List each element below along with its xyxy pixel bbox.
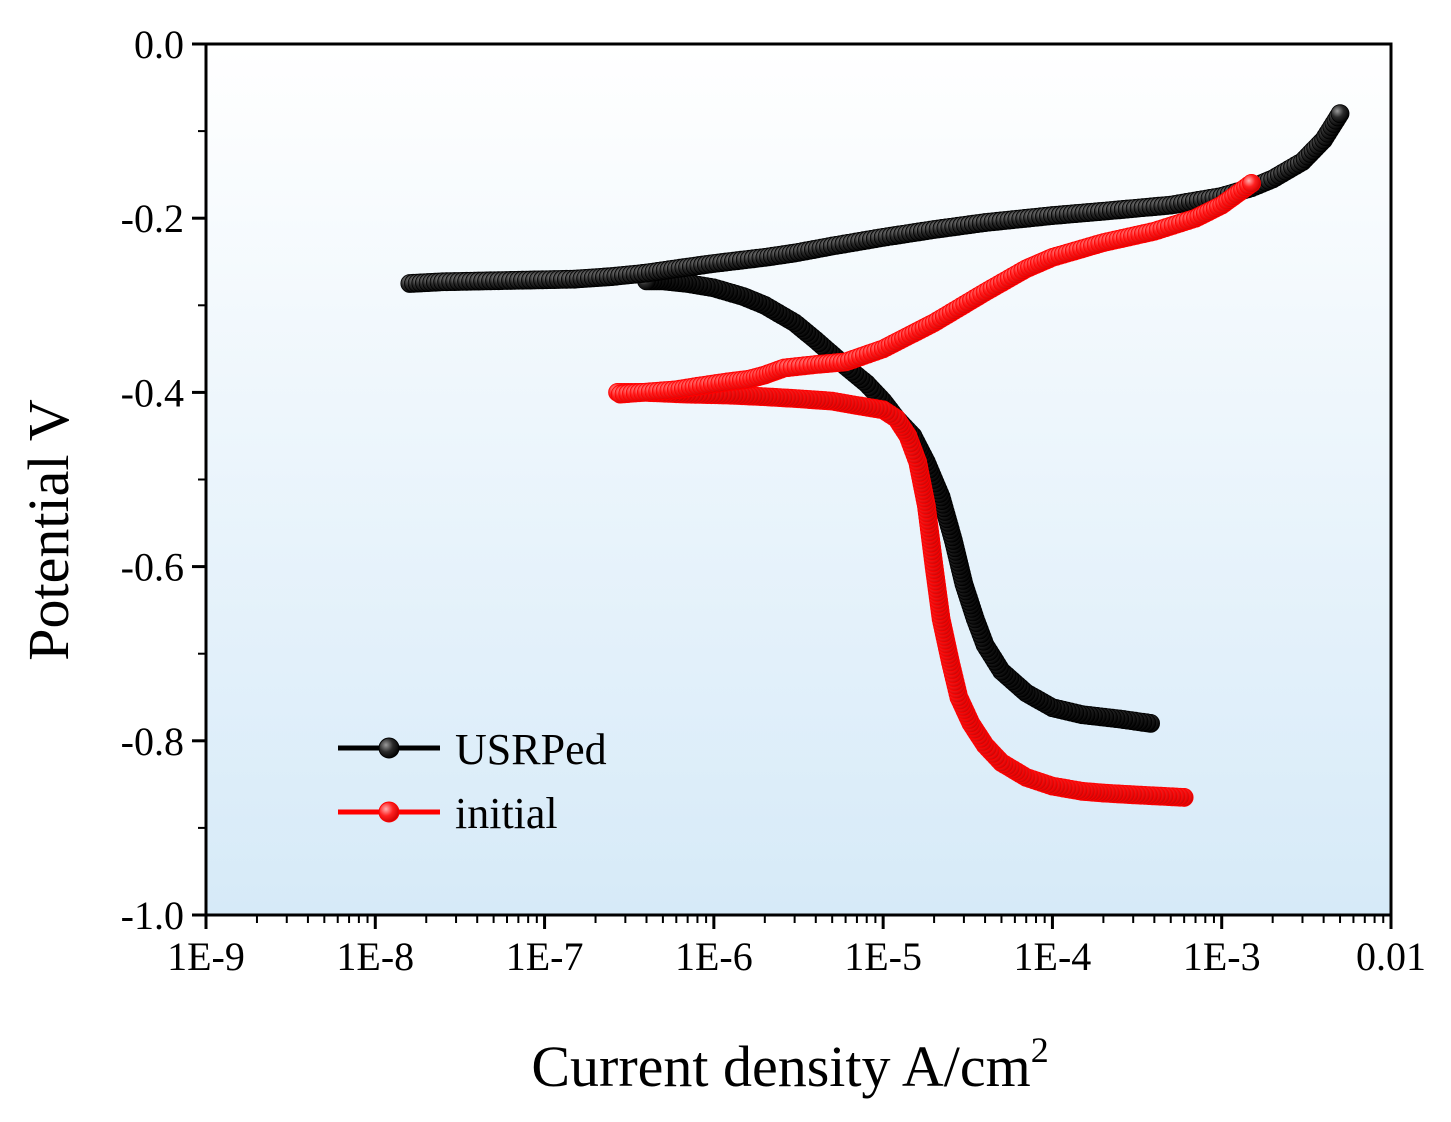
x-axis-tick-labels: 1E-9 1E-8 1E-7 1E-6 1E-5 1E-4 1E-3 0.01 bbox=[167, 934, 1426, 979]
x-tick-label: 1E-7 bbox=[506, 934, 584, 979]
x-axis-title-superscript: 2 bbox=[1031, 1030, 1049, 1070]
legend-marker-usrped bbox=[378, 737, 400, 759]
x-tick-label: 0.01 bbox=[1356, 934, 1426, 979]
y-tick-label: -0.6 bbox=[121, 545, 184, 590]
y-tick-label: 0.0 bbox=[134, 22, 184, 67]
x-axis-title: Current density A/cm2 bbox=[531, 1030, 1048, 1099]
y-tick-label: -0.2 bbox=[121, 196, 184, 241]
x-tick-label: 1E-5 bbox=[844, 934, 922, 979]
data-point-usrped-anodic bbox=[1330, 104, 1350, 124]
legend-label-usrped: USRPed bbox=[455, 725, 607, 774]
y-axis-title: Potential V bbox=[16, 399, 81, 661]
series-layer bbox=[400, 104, 1350, 807]
y-axis-tick-labels: 0.0 -0.2 -0.4 -0.6 -0.8 -1.0 bbox=[121, 22, 184, 938]
x-tick-label: 1E-4 bbox=[1014, 934, 1092, 979]
plot-background bbox=[206, 44, 1391, 915]
y-tick-label: -0.4 bbox=[121, 370, 184, 415]
legend: USRPed initial bbox=[338, 725, 607, 838]
y-axis-ticks bbox=[192, 42, 206, 917]
x-axis-ticks bbox=[204, 915, 1393, 929]
legend-label-initial: initial bbox=[455, 789, 558, 838]
x-tick-label: 1E-6 bbox=[675, 934, 753, 979]
y-tick-label: -0.8 bbox=[121, 719, 184, 764]
data-point-initial-anodic bbox=[1242, 173, 1261, 193]
series-initial bbox=[608, 173, 1261, 807]
x-tick-label: 1E-9 bbox=[167, 934, 245, 979]
legend-marker-initial bbox=[378, 801, 400, 823]
x-tick-label: 1E-3 bbox=[1183, 934, 1261, 979]
x-tick-label: 1E-8 bbox=[336, 934, 414, 979]
x-axis-title-text: Current density A/cm bbox=[531, 1034, 1030, 1099]
y-tick-label: -1.0 bbox=[121, 893, 184, 938]
